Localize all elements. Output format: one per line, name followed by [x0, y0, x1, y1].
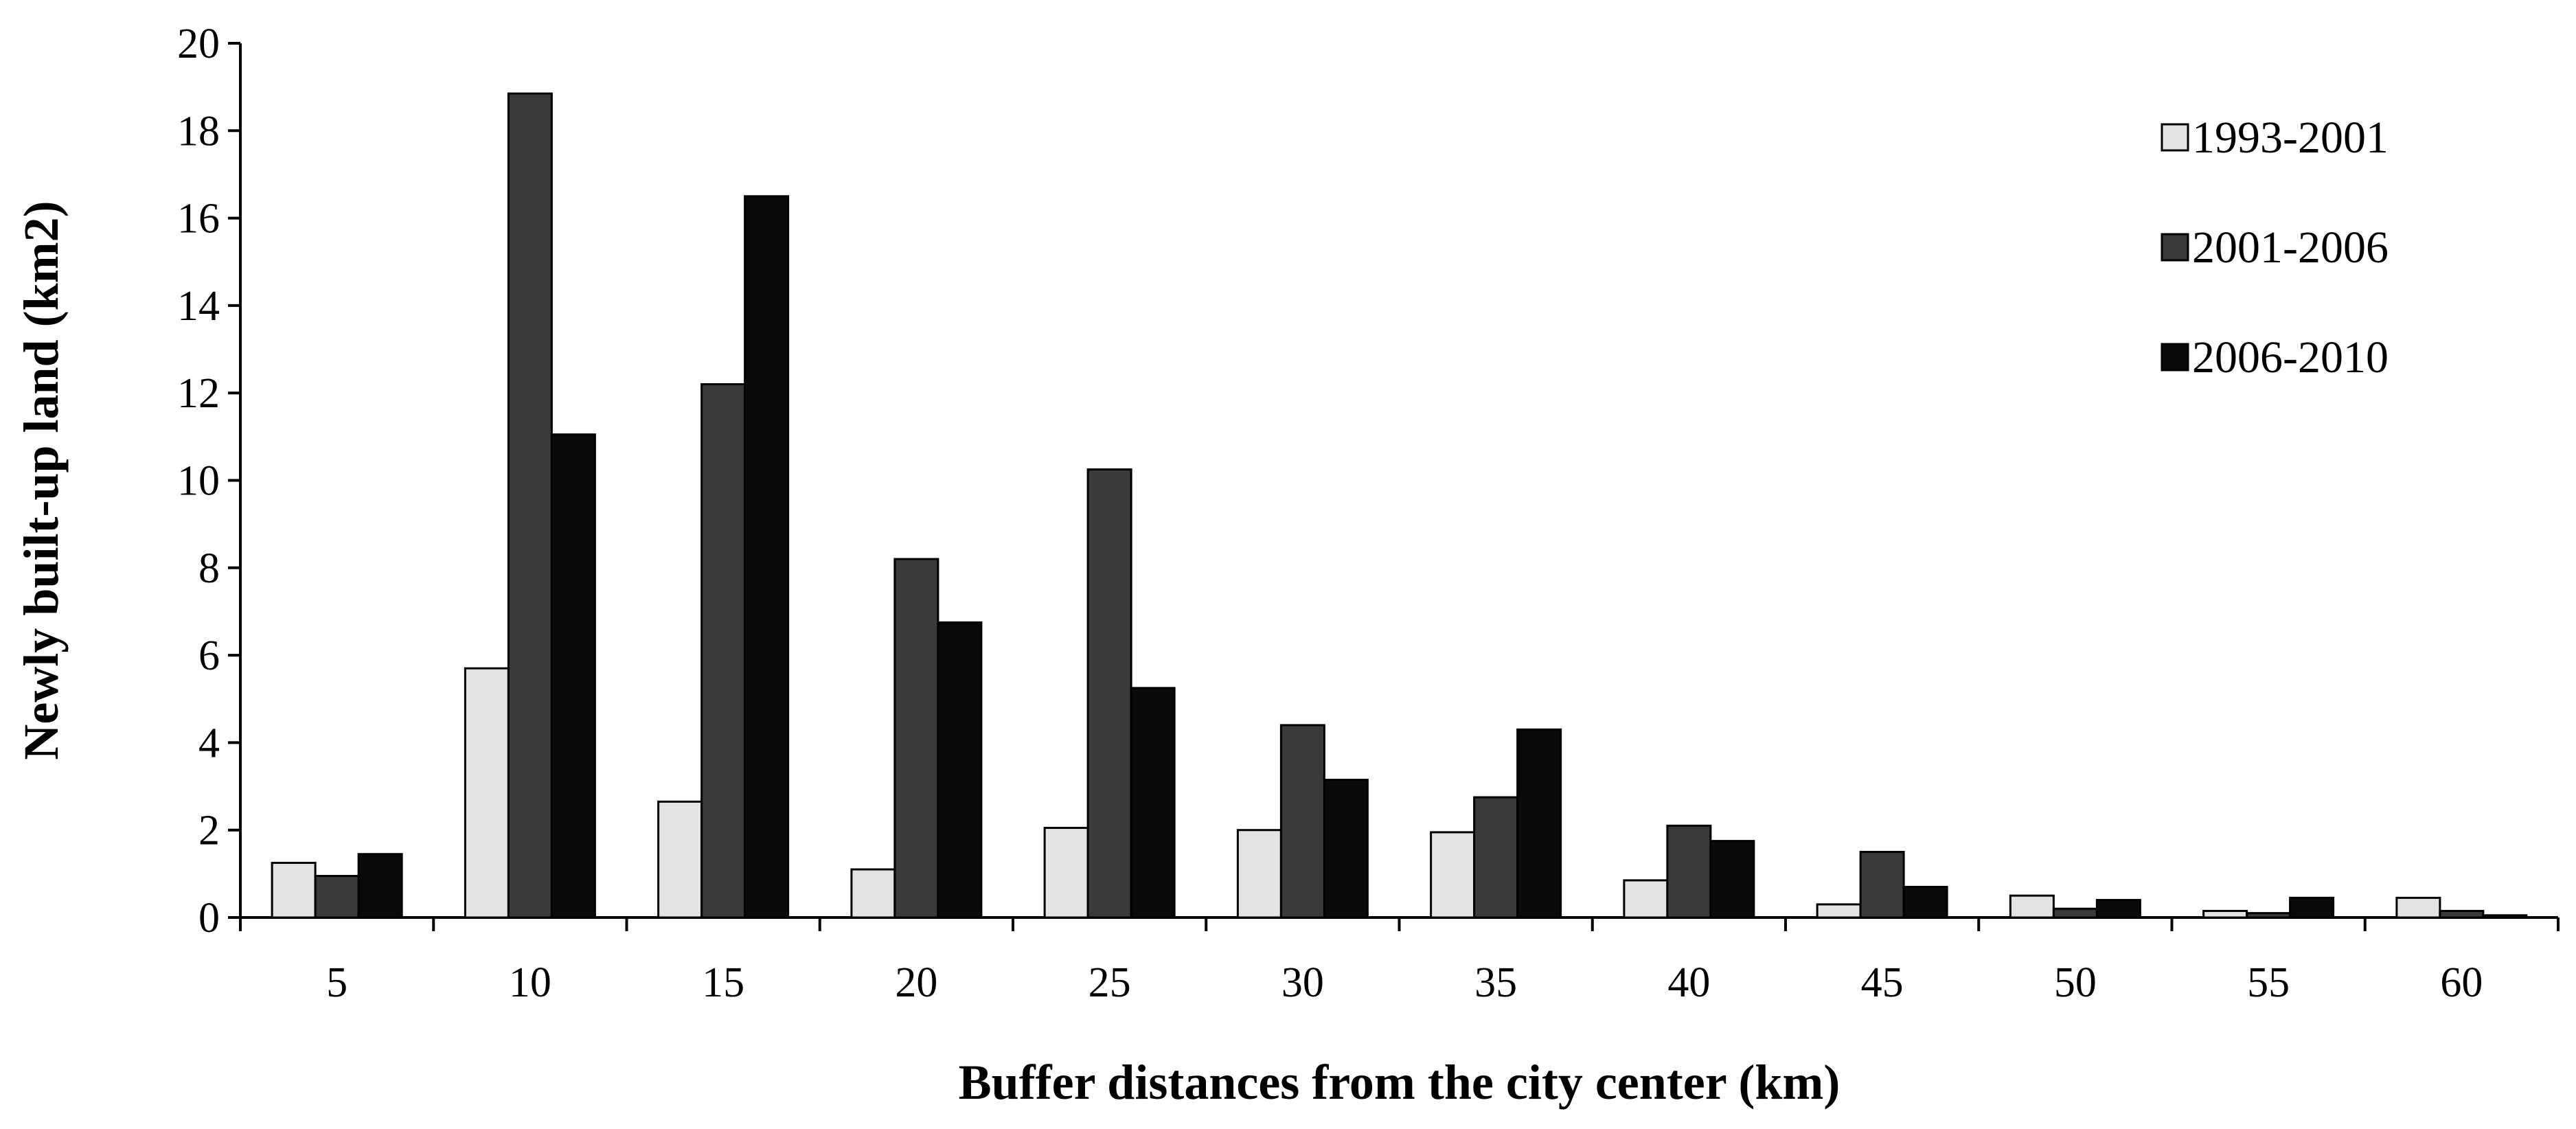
bar-2001-2006-35 [1473, 796, 1519, 919]
bar-2006-2010-45 [1902, 885, 1948, 919]
bar-2001-2006-30 [1279, 724, 1325, 919]
x-tick-label: 5 [326, 959, 347, 1006]
y-tick-label: 12 [177, 370, 220, 417]
y-tick-label: 10 [177, 458, 220, 505]
y-tick-label: 6 [198, 632, 220, 679]
bar-2006-2010-35 [1516, 728, 1562, 919]
legend-swatch [2161, 123, 2189, 152]
bar-2001-2006-10 [507, 92, 553, 919]
bar-2006-2010-5 [357, 853, 403, 919]
bar-2006-2010-30 [1323, 779, 1369, 919]
legend-label: 2006-2010 [2192, 332, 2389, 383]
y-axis-ticks: 0 2 4 6 8 10 12 14 16 18 20 [177, 21, 240, 942]
bar-2006-2010-50 [2095, 899, 2141, 919]
bar-2001-2006-55 [2246, 912, 2292, 919]
bar-2001-2006-15 [700, 383, 746, 919]
legend-swatch [2161, 233, 2189, 262]
bar-1993-2001-15 [657, 800, 703, 919]
legend: 1993-2001 2001-2006 2006-2010 [2161, 113, 2389, 383]
y-tick-label: 16 [177, 196, 220, 242]
bar-1993-2001-25 [1043, 827, 1089, 919]
x-axis-title: Buffer distances from the city center (k… [959, 1055, 1840, 1110]
y-tick-label: 18 [177, 108, 220, 155]
x-tick-label: 50 [2054, 959, 2097, 1006]
bar-1993-2001-10 [464, 667, 510, 919]
bar-2006-2010-55 [2289, 896, 2335, 919]
bar-1993-2001-5 [271, 861, 317, 919]
bar-2001-2006-25 [1086, 468, 1132, 919]
x-tick-label: 15 [702, 959, 744, 1006]
bar-1993-2001-60 [2395, 896, 2441, 919]
x-tick-label: 60 [2440, 959, 2483, 1006]
bar-1993-2001-50 [2009, 894, 2055, 919]
bar-2001-2006-45 [1859, 851, 1905, 919]
legend-label: 1993-2001 [2192, 113, 2389, 163]
legend-label: 2001-2006 [2192, 223, 2389, 273]
y-axis-title: Newly built-up land (km2) [14, 201, 69, 760]
bar-2006-2010-25 [1130, 687, 1176, 919]
legend-swatch [2161, 343, 2189, 372]
y-tick-label: 14 [177, 283, 220, 330]
bar-2006-2010-40 [1709, 840, 1755, 919]
bar-2006-2010-10 [550, 433, 596, 919]
bar-2001-2006-40 [1666, 824, 1712, 919]
bar-1993-2001-35 [1430, 831, 1476, 919]
bar-1993-2001-20 [850, 868, 896, 919]
bar-2001-2006-60 [2439, 909, 2485, 919]
y-tick-label: 2 [198, 808, 220, 854]
x-tick-label: 25 [1088, 959, 1131, 1006]
x-tick-label: 30 [1281, 959, 1324, 1006]
bar-2006-2010-15 [744, 195, 790, 919]
x-tick-label: 10 [509, 959, 551, 1006]
bar-2001-2006-5 [314, 875, 360, 919]
bar-1993-2001-55 [2202, 909, 2248, 919]
x-tick-label: 45 [1861, 959, 1904, 1006]
bar-1993-2001-30 [1236, 829, 1282, 919]
bar-1993-2001-40 [1623, 879, 1669, 919]
x-tick-label: 35 [1474, 959, 1517, 1006]
bar-2006-2010-60 [2482, 914, 2528, 919]
bar-2001-2006-50 [2052, 907, 2098, 919]
y-tick-label: 8 [198, 545, 220, 592]
y-tick-label: 4 [198, 720, 220, 766]
bar-1993-2001-45 [1816, 903, 1862, 919]
x-tick-label: 20 [895, 959, 937, 1006]
bars [271, 92, 2528, 919]
bar-2006-2010-20 [937, 621, 983, 919]
bar-2001-2006-20 [893, 558, 939, 919]
x-tick-label: 55 [2247, 959, 2290, 1006]
y-tick-label: 20 [177, 21, 220, 67]
x-axis-ticks: 5 10 15 20 25 30 35 40 45 50 55 60 [239, 917, 2560, 1006]
y-tick-label: 0 [198, 895, 220, 942]
x-tick-label: 40 [1667, 959, 1710, 1006]
